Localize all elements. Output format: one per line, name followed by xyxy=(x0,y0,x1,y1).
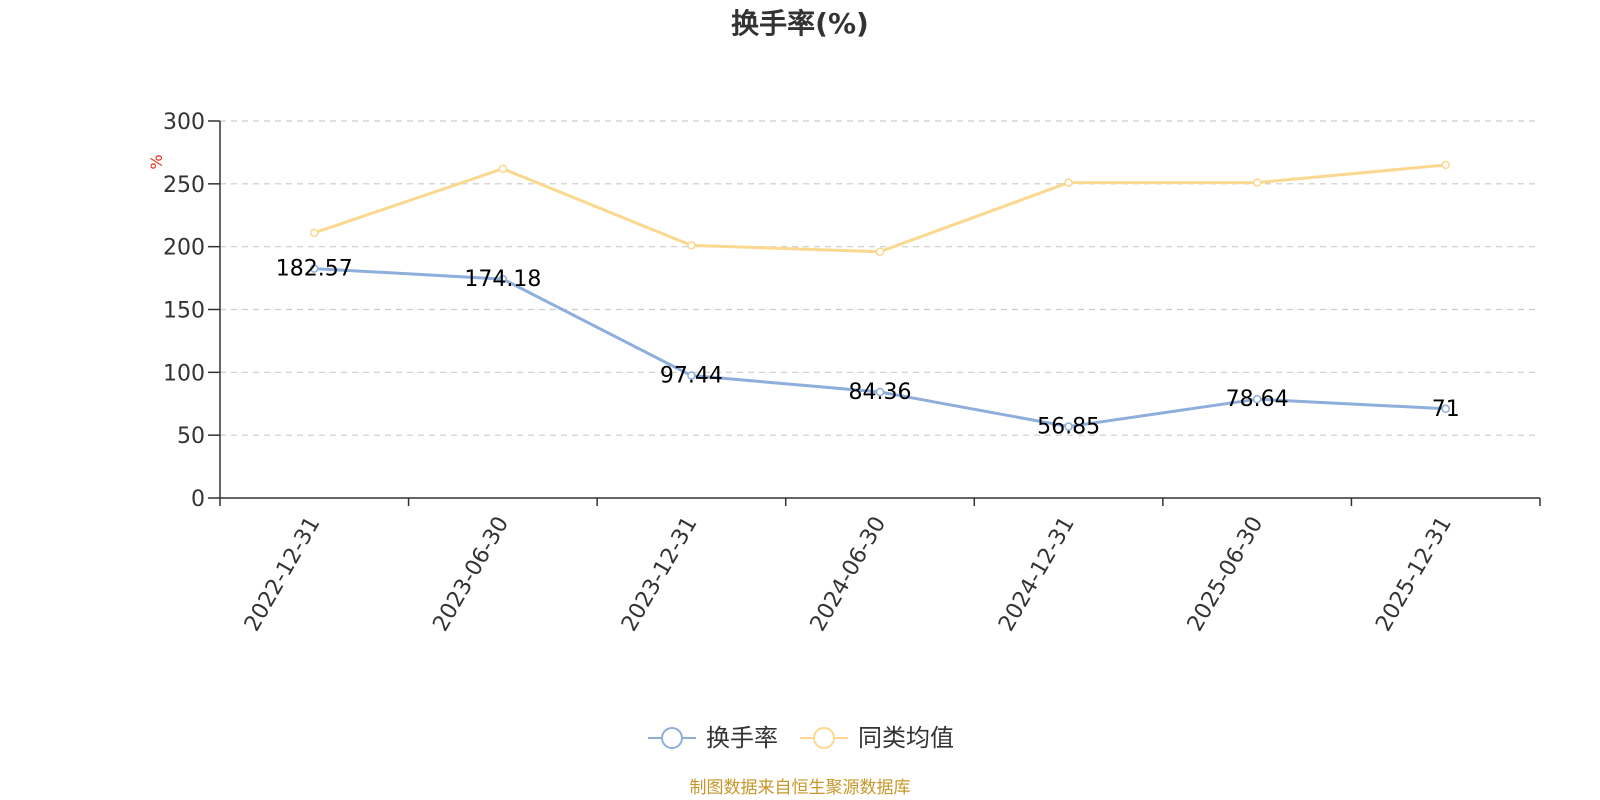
data-label: 84.36 xyxy=(849,380,912,405)
series-0-point xyxy=(1441,404,1450,414)
series-1-point xyxy=(1252,178,1262,187)
series-0-point xyxy=(1064,422,1073,431)
y-axis-unit-label: % xyxy=(147,154,166,169)
x-tick-label: 2023-12-31 xyxy=(617,513,703,636)
y-tick-label: 300 xyxy=(163,110,205,135)
legend-peer-average-marker-icon xyxy=(813,727,835,749)
chart-title: 换手率(%) xyxy=(731,7,869,40)
data-label: 71 xyxy=(1432,397,1460,422)
legend-peer-average-label: 同类均值 xyxy=(858,724,954,752)
data-label: 174.18 xyxy=(464,267,541,292)
y-tick-label: 250 xyxy=(163,173,205,198)
series-0-point xyxy=(1252,394,1262,404)
series-layer xyxy=(310,160,1450,431)
data-source-note: 制图数据来自恒生聚源数据库 xyxy=(690,778,911,798)
x-tick-label: 2025-06-30 xyxy=(1183,513,1269,636)
legend-turnover-label: 换手率 xyxy=(706,724,778,752)
series-0-point xyxy=(498,274,508,284)
legend: 换手率 同类均值 xyxy=(648,724,954,752)
data-labels: 182.57 174.18 97.44 84.36 56.85 78.64 71 xyxy=(276,257,1460,440)
data-label: 182.57 xyxy=(276,257,353,282)
series-1-point xyxy=(687,241,696,250)
x-tick-label: 2023-06-30 xyxy=(428,513,514,636)
y-tick-label: 200 xyxy=(163,236,205,261)
series-1-point xyxy=(1064,178,1073,187)
y-tick-label: 100 xyxy=(163,361,205,386)
data-label: 97.44 xyxy=(660,364,723,389)
series-1-point xyxy=(310,228,319,238)
legend-item-turnover[interactable]: 换手率 xyxy=(648,724,778,752)
data-label: 78.64 xyxy=(1226,387,1289,412)
series-1-point xyxy=(498,164,508,174)
x-tick-label: 2025-12-31 xyxy=(1371,513,1457,636)
y-tick-label: 150 xyxy=(163,299,205,324)
x-tick-label: 2024-06-30 xyxy=(806,513,892,636)
series-1-point xyxy=(1441,160,1450,170)
series-line-1 xyxy=(313,163,1446,254)
y-tick-label: 0 xyxy=(191,487,205,512)
series-0-point xyxy=(687,371,696,380)
grid-lines xyxy=(220,120,1540,436)
y-tick-label: 50 xyxy=(177,424,205,449)
data-label: 56.85 xyxy=(1037,415,1100,440)
x-tick-label: 2024-12-31 xyxy=(994,513,1080,636)
x-tick-label: 2022-12-31 xyxy=(240,513,326,636)
legend-item-peer-average[interactable]: 同类均值 xyxy=(800,724,954,752)
legend-turnover-marker-icon xyxy=(661,727,683,749)
series-1-point xyxy=(875,247,885,256)
series-0-point xyxy=(875,387,885,397)
series-0-point xyxy=(310,264,319,273)
